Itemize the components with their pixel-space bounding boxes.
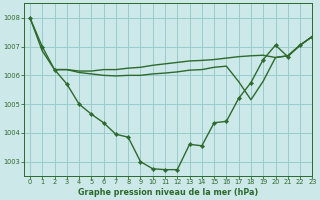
X-axis label: Graphe pression niveau de la mer (hPa): Graphe pression niveau de la mer (hPa): [78, 188, 258, 197]
